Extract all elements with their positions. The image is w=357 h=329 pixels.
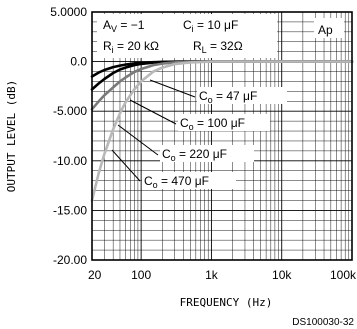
y-tick-label: -10.00 [53, 154, 87, 168]
annotation-co-470uf: Co = 470 μF [144, 174, 209, 190]
y-tick-label: -20.00 [53, 253, 87, 267]
annotation-co-47uf: Co = 47 μF [199, 89, 257, 105]
x-tick-label: 100k [330, 268, 357, 282]
leader-line-47uf [149, 79, 196, 98]
series-lines [90, 60, 354, 202]
leader-line-470uf [111, 149, 141, 182]
y-tick-label: -5.000 [53, 104, 87, 118]
condition-av: AV = −1 [103, 18, 145, 34]
x-tick-label: 100 [131, 268, 151, 282]
y-tick-label: -15.00 [53, 203, 87, 217]
x-tick-label: 1k [205, 268, 219, 282]
plot-frame [91, 11, 353, 261]
leader-line-100uf [129, 99, 177, 125]
y-tick-label: 5.0000 [50, 5, 87, 19]
x-tick-label: 20 [88, 268, 102, 282]
condition-ri: Ri = 20 kΩ [103, 39, 159, 55]
condition-ci: Ci = 10 μF [183, 18, 238, 34]
x-tick-labels: 20 100 1k 10k 100k [88, 268, 357, 282]
label-bg-47uf [197, 87, 287, 104]
series-line-3 [90, 60, 354, 202]
figure-code: DS100030-32 [292, 317, 354, 328]
annotation-co-100uf: Co = 100 μF [180, 116, 245, 132]
x-tick-label: 10k [272, 268, 292, 282]
y-axis-title: OUTPUT LEVEL (dB) [5, 80, 18, 193]
y-tick-label: 0.0 [70, 55, 87, 69]
series-annotations: Co = 47 μF Co = 100 μF Co = 220 μF Co = … [111, 79, 287, 190]
x-axis-title: FREQUENCY (Hz) [180, 296, 273, 309]
conditions-box: AV = −1 Ci = 10 μF Ri = 20 kΩ RL = 32Ω [97, 14, 277, 58]
corner-tag-background [314, 18, 344, 38]
label-bg-470uf [142, 172, 236, 189]
condition-rl: RL = 32Ω [193, 39, 243, 55]
label-bg-100uf [178, 114, 270, 131]
corner-tag: Ap [318, 23, 333, 37]
conditions-box-background [97, 14, 277, 58]
leader-line-220uf [117, 124, 159, 156]
label-bg-220uf [160, 145, 254, 162]
y-tick-labels: 5.0000 0.0 -5.000 -10.00 -15.00 -20.00 [50, 5, 87, 267]
annotation-co-220uf: Co = 220 μF [162, 147, 227, 163]
